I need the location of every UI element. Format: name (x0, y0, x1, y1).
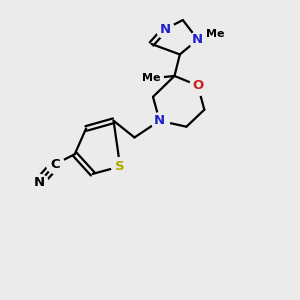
Text: Me: Me (206, 29, 224, 39)
Text: N: N (154, 114, 165, 127)
Text: S: S (115, 160, 125, 173)
Text: N: N (192, 33, 203, 46)
Text: Me: Me (142, 73, 161, 83)
Text: C: C (50, 158, 60, 171)
Text: O: O (192, 79, 203, 92)
Text: N: N (33, 176, 44, 189)
Text: N: N (159, 22, 170, 36)
